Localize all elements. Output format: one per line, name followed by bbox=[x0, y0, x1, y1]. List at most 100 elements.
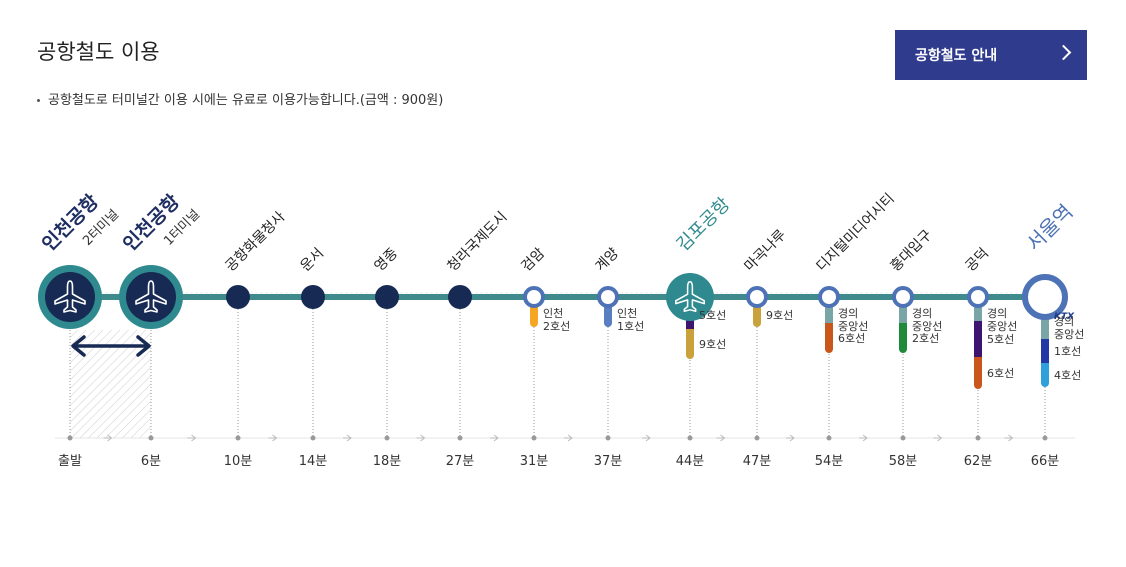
station-time: 58분 bbox=[889, 454, 918, 469]
terminal-station-marker bbox=[1022, 274, 1068, 320]
transfer-station-marker bbox=[746, 286, 768, 308]
page-title: 공항철도 이용 bbox=[37, 40, 160, 64]
transfer-line-label: 5호선 bbox=[699, 309, 726, 322]
transfer-line-label: 중앙선 bbox=[912, 320, 942, 333]
station-name: 운서 bbox=[298, 245, 328, 275]
transfer-line-label: 2호선 bbox=[543, 320, 570, 333]
transfer-line-bar bbox=[1041, 339, 1049, 363]
timeline-point bbox=[605, 435, 611, 441]
station-time: 출발 bbox=[58, 454, 82, 469]
airplane-icon bbox=[54, 280, 86, 313]
timeline-point bbox=[900, 435, 906, 441]
transfer-line-bar bbox=[825, 297, 833, 323]
usage-note: 공항철도로 터미널간 이용 시에는 유료로 이용가능합니다.(금액 : 900원… bbox=[37, 89, 443, 108]
transfer-line-label: 9호선 bbox=[766, 309, 793, 322]
transfer-line-label: 중앙선 bbox=[1054, 328, 1084, 341]
airplane-icon bbox=[674, 281, 706, 313]
transfer-zone-hatch bbox=[70, 330, 151, 438]
transfer-line-bar bbox=[1041, 315, 1049, 339]
station-time: 27분 bbox=[446, 454, 475, 469]
station-name: 김포공항 bbox=[673, 194, 735, 256]
station-marker bbox=[301, 285, 325, 309]
transfer-station-marker bbox=[967, 286, 989, 308]
timeline-point bbox=[148, 435, 154, 441]
transfer-station-marker bbox=[597, 286, 619, 308]
station-time: 47분 bbox=[743, 454, 772, 469]
transfer-line-label: 2호선 bbox=[912, 332, 939, 345]
timeline-point bbox=[975, 435, 981, 441]
station-time: 44분 bbox=[676, 454, 705, 469]
station-time: 66분 bbox=[1031, 454, 1060, 469]
timeline-point bbox=[826, 435, 832, 441]
transfer-line-label: 경의 bbox=[987, 307, 1007, 320]
transfer-line-label: 1호선 bbox=[1054, 345, 1081, 358]
transfer-line-label: 경의 bbox=[838, 307, 858, 320]
station-name: 디지털미디어시티 bbox=[814, 191, 898, 275]
airport-station-inner bbox=[126, 272, 176, 322]
transfer-line-bar bbox=[899, 297, 907, 323]
usage-note-text: 공항철도로 터미널간 이용 시에는 유료로 이용가능합니다.(금액 : 900원… bbox=[48, 93, 444, 108]
station-name: 마곡나루 bbox=[742, 227, 790, 275]
station-time: 10분 bbox=[224, 454, 253, 469]
transfer-line-label: 1호선 bbox=[617, 320, 644, 333]
transfer-line-bar bbox=[686, 329, 694, 359]
transfer-line-label: 경의 bbox=[1054, 315, 1074, 328]
station-marker bbox=[375, 285, 399, 309]
transfer-line-bar bbox=[899, 323, 907, 353]
transfer-line-bar bbox=[825, 323, 833, 353]
transfer-line-label: 인천 bbox=[617, 306, 637, 320]
transfer-station-marker bbox=[892, 286, 914, 308]
station-time: 37분 bbox=[594, 454, 623, 469]
timeline-point bbox=[235, 435, 241, 441]
station-name: 홍대입구 bbox=[888, 227, 936, 275]
station-name: 계양 bbox=[593, 245, 623, 275]
timeline-point bbox=[531, 435, 537, 441]
timeline-point bbox=[384, 435, 390, 441]
airplane-icon bbox=[135, 280, 167, 313]
station-time: 6분 bbox=[141, 454, 161, 469]
station-name: 검암 bbox=[519, 245, 549, 275]
station-name: 영종 bbox=[372, 245, 402, 275]
transfer-line-label: 인천 bbox=[543, 306, 563, 320]
station-time: 14분 bbox=[299, 454, 328, 469]
bullet-icon bbox=[37, 99, 40, 102]
transfer-line-bar bbox=[974, 357, 982, 389]
airport-station-inner bbox=[45, 272, 95, 322]
guide-button-label: 공항철도 안내 bbox=[915, 48, 998, 64]
timeline-point bbox=[457, 435, 463, 441]
transfer-line-label: 6호선 bbox=[838, 332, 865, 345]
transfer-line-label: KTX bbox=[1054, 312, 1075, 322]
airport-station-marker bbox=[666, 273, 714, 321]
station-marker bbox=[226, 285, 250, 309]
transfer-line-label: 경의 bbox=[912, 307, 932, 320]
transfer-line-bar bbox=[974, 321, 982, 357]
station-time: 54분 bbox=[815, 454, 844, 469]
station-name: 서울역 bbox=[1022, 200, 1078, 256]
transfer-line-label: 중앙선 bbox=[987, 320, 1017, 333]
station-time: 62분 bbox=[964, 454, 993, 469]
transfer-station-marker bbox=[818, 286, 840, 308]
transfer-line-label: 5호선 bbox=[987, 333, 1014, 346]
station-marker bbox=[448, 285, 472, 309]
transfer-line-bar bbox=[1041, 363, 1049, 387]
station-time: 18분 bbox=[373, 454, 402, 469]
airport-railroad-guide-button[interactable]: 공항철도 안내 bbox=[895, 30, 1087, 80]
transfer-station-marker bbox=[523, 286, 545, 308]
transfer-line-label: 9호선 bbox=[699, 338, 726, 351]
transfer-line-label: 4호선 bbox=[1054, 369, 1081, 382]
timeline-point bbox=[67, 435, 73, 441]
station-name: 청라국제도시 bbox=[445, 209, 511, 275]
station-name: 공항화물청사 bbox=[223, 209, 289, 275]
between-terminals-arrow bbox=[71, 335, 151, 357]
station-name: 공덕 bbox=[963, 245, 993, 275]
transfer-line-label: 6호선 bbox=[987, 367, 1014, 380]
timeline-point bbox=[310, 435, 316, 441]
station-time: 31분 bbox=[520, 454, 549, 469]
timeline-point bbox=[687, 435, 693, 441]
timeline-point bbox=[754, 435, 760, 441]
timeline-point bbox=[1042, 435, 1048, 441]
transfer-line-bar bbox=[974, 297, 982, 321]
transfer-line-label: 중앙선 bbox=[838, 320, 868, 333]
main-route-line bbox=[70, 294, 1045, 300]
